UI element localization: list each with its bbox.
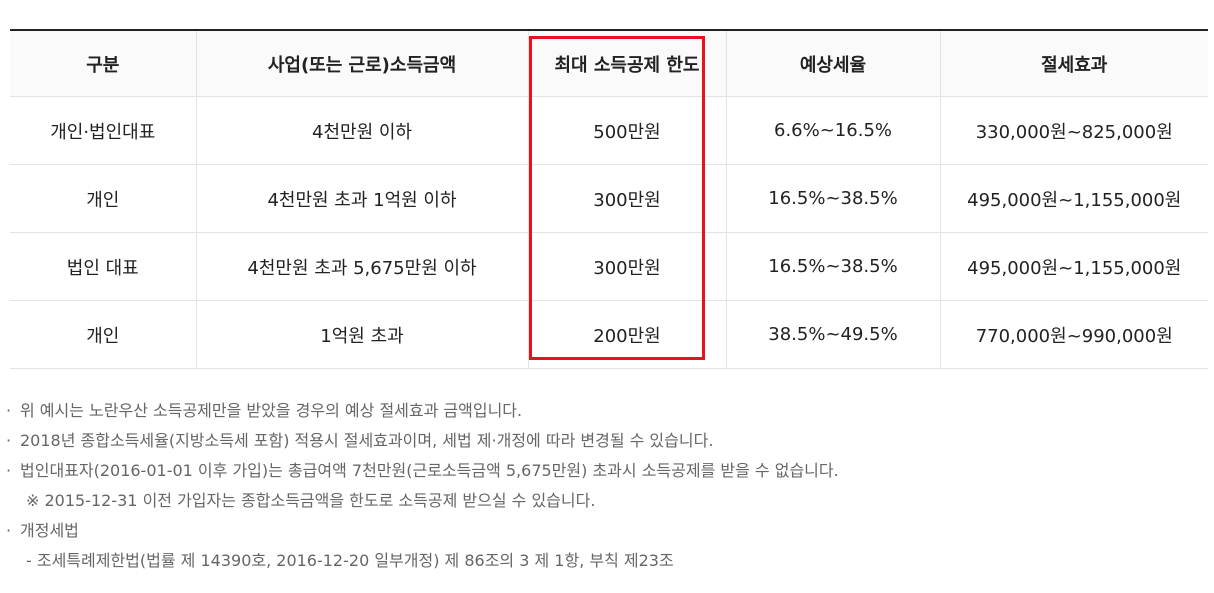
table-row: 개인 4천만원 초과 1억원 이하 300만원 16.5%~38.5% 495,… xyxy=(10,164,1208,233)
deduction-table-container: 구분 사업(또는 근로)소득금액 최대 소득공제 한도 예상세율 절세효과 개인… xyxy=(10,29,1208,369)
note-item: · 위 예시는 노란우산 소득공제만을 받았을 경우의 예상 절세효과 금액입니다… xyxy=(6,396,1206,426)
cell-expected-tax-rate: 16.5%~38.5% xyxy=(725,232,940,301)
cell-tax-saving: 330,000원~825,000원 xyxy=(939,96,1208,165)
law-detail: - 조세특례제한법(법률 제 14390호, 2016-12-20 일부개정) … xyxy=(26,551,674,570)
table-row: 개인 1억원 초과 200만원 38.5%~49.5% 770,000원~990… xyxy=(10,300,1208,369)
bullet-dot: · xyxy=(6,401,12,420)
note-item: · 개정세법 xyxy=(6,516,1206,546)
bullet-dot: · xyxy=(6,521,12,540)
note-text: 위 예시는 노란우산 소득공제만을 받았을 경우의 예상 절세효과 금액입니다. xyxy=(20,401,523,420)
cell-income-amount: 4천만원 초과 1억원 이하 xyxy=(195,164,528,233)
cell-expected-tax-rate: 38.5%~49.5% xyxy=(725,300,940,369)
cell-category: 개인 xyxy=(10,164,196,233)
table-row: 법인 대표 4천만원 초과 5,675만원 이하 300만원 16.5%~38.… xyxy=(10,232,1208,301)
note-item: · 2018년 종합소득세율(지방소득세 포함) 적용시 절세효과이며, 세법 제… xyxy=(6,426,1206,456)
cell-tax-saving: 495,000원~1,155,000원 xyxy=(939,232,1208,301)
law-title: 개정세법 xyxy=(20,521,79,540)
bullet-dot: · xyxy=(6,431,12,450)
header-income-amount: 사업(또는 근로)소득금액 xyxy=(195,30,528,97)
bullet-dot: · xyxy=(6,461,12,480)
cell-max-deduction: 300만원 xyxy=(527,164,726,233)
header-tax-saving: 절세효과 xyxy=(939,30,1208,97)
cell-expected-tax-rate: 16.5%~38.5% xyxy=(725,164,940,233)
cell-income-amount: 4천만원 초과 5,675만원 이하 xyxy=(195,232,528,301)
table-header-row: 구분 사업(또는 근로)소득금액 최대 소득공제 한도 예상세율 절세효과 xyxy=(10,30,1208,97)
cell-expected-tax-rate: 6.6%~16.5% xyxy=(725,96,940,165)
table-row: 개인·법인대표 4천만원 이하 500만원 6.6%~16.5% 330,000… xyxy=(10,96,1208,165)
cell-tax-saving: 495,000원~1,155,000원 xyxy=(939,164,1208,233)
cell-income-amount: 1억원 초과 xyxy=(195,300,528,369)
cell-category: 법인 대표 xyxy=(10,232,196,301)
note-text: 2018년 종합소득세율(지방소득세 포함) 적용시 절세효과이며, 세법 제·… xyxy=(20,431,714,450)
deduction-table: 구분 사업(또는 근로)소득금액 최대 소득공제 한도 예상세율 절세효과 개인… xyxy=(10,29,1208,369)
cell-max-deduction: 200만원 xyxy=(527,300,726,369)
cell-max-deduction: 300만원 xyxy=(527,232,726,301)
cell-category: 개인·법인대표 xyxy=(10,96,196,165)
header-max-deduction: 최대 소득공제 한도 xyxy=(527,30,726,97)
sub-note: ※ 2015-12-31 이전 가입자는 종합소득금액을 한도로 소득공제 받으… xyxy=(26,491,596,510)
header-category: 구분 xyxy=(10,30,196,97)
notes-section: · 위 예시는 노란우산 소득공제만을 받았을 경우의 예상 절세효과 금액입니다… xyxy=(6,396,1206,576)
header-expected-tax-rate: 예상세율 xyxy=(725,30,940,97)
note-text: 법인대표자(2016-01-01 이후 가입)는 총급여액 7천만원(근로소득금… xyxy=(20,461,839,480)
note-item: · 법인대표자(2016-01-01 이후 가입)는 총급여액 7천만원(근로소득… xyxy=(6,456,1206,486)
cell-income-amount: 4천만원 이하 xyxy=(195,96,528,165)
cell-max-deduction: 500만원 xyxy=(527,96,726,165)
cell-tax-saving: 770,000원~990,000원 xyxy=(939,300,1208,369)
cell-category: 개인 xyxy=(10,300,196,369)
